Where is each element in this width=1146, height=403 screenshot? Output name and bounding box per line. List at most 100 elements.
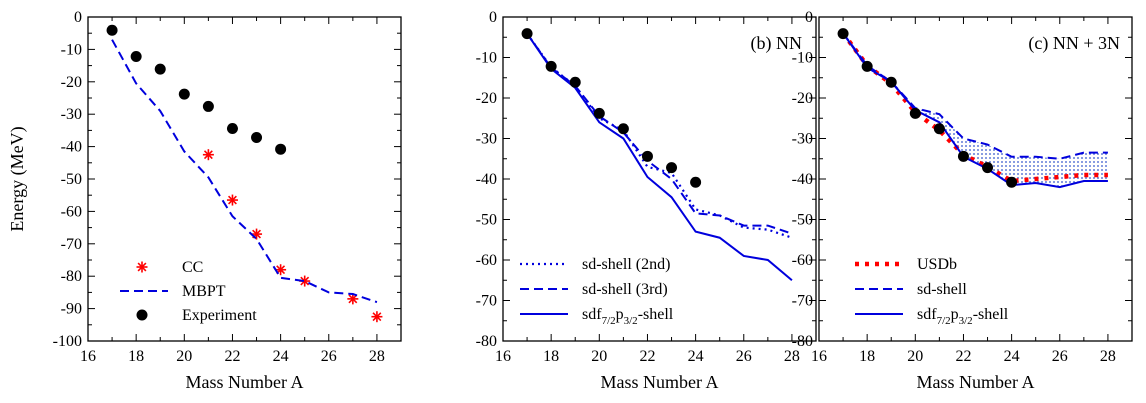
legend-label-part: -shell [973, 306, 1009, 323]
x-tick-label: 22 [955, 348, 971, 365]
x-tick-label: 26 [321, 348, 337, 365]
data-point [154, 63, 166, 75]
legend-label-part: p [951, 306, 959, 323]
x-tick-label: 18 [128, 348, 144, 365]
x-tick-label: 16 [80, 348, 96, 365]
y-tick-label: -20 [476, 90, 497, 107]
x-tick-label: 16 [811, 348, 827, 365]
data-point [933, 123, 945, 135]
y-tick-label: 0 [489, 9, 497, 26]
y-tick-label: -40 [61, 139, 82, 156]
y-tick-label: -80 [61, 268, 82, 285]
legend-label: sdf7/2p3/2-shell [582, 306, 674, 327]
y-tick-label: -100 [53, 333, 82, 350]
legend-entry: USDb [855, 256, 957, 273]
legend-entry: sd-shell (3rd) [520, 281, 668, 298]
data-point [837, 28, 849, 40]
data-point [617, 123, 629, 135]
y-tick-label: -50 [61, 171, 82, 188]
panels: 16 18 20 22 24 26 28 0 -10 -20 -30 -40 -50 -60 -70 -80 -… [7, 9, 1133, 392]
legend-label: sd-shell (2nd) [582, 256, 670, 273]
legend-entry: sd-shell (2nd) [520, 256, 670, 273]
data-point [666, 162, 678, 174]
x-axis-title: Mass Number A [186, 372, 304, 392]
series-sdf7-2p3-2-shell [526, 33, 793, 282]
y-tick-label: -10 [61, 41, 82, 58]
series-line [526, 33, 793, 282]
legend-label: sdf7/2p3/2-shell [917, 306, 1009, 327]
data-point [275, 264, 287, 276]
x-tick-label: 28 [369, 348, 385, 365]
y-tick-label: 0 [805, 9, 813, 26]
legend: USDb sd-shell sdf7/2p3/2-shell [855, 256, 1009, 327]
series-line [526, 32, 793, 239]
legend-label-part: -shell [638, 306, 674, 323]
series-sd-shell-2nd- [526, 32, 793, 239]
panel-label: (b) NN [751, 33, 803, 54]
data-point [545, 60, 557, 72]
legend-entry: sd-shell [855, 281, 967, 298]
data-point [982, 162, 994, 174]
x-tick-label: 20 [176, 348, 192, 365]
legend: CC MBPT Experiment [120, 259, 257, 324]
legend-label: Experiment [182, 307, 257, 324]
data-point [226, 122, 238, 134]
data-point [371, 311, 383, 323]
data-point [202, 149, 214, 161]
y-tick-label: -30 [792, 131, 813, 148]
x-tick-label: 24 [688, 348, 704, 365]
legend-label-part: sdf [582, 306, 602, 323]
data-point [202, 100, 214, 112]
x-tick-label: 22 [224, 348, 240, 365]
series-line [526, 33, 793, 235]
legend-label-part: 7/2 [937, 315, 951, 327]
x-axis-title: Mass Number A [917, 372, 1035, 392]
y-tick-label: -50 [792, 212, 813, 229]
y-tick-label: 0 [74, 9, 82, 26]
y-tick-label: -60 [792, 252, 813, 269]
x-tick-label: 22 [639, 348, 655, 365]
y-tick-label: -70 [792, 293, 813, 310]
data-point [957, 150, 969, 162]
data-point [178, 88, 190, 100]
legend-label: USDb [917, 256, 957, 273]
legend-entry: sdf7/2p3/2-shell [855, 306, 1009, 327]
series-experiment [106, 24, 287, 155]
data-point [130, 51, 142, 63]
series-sd-shell-3rd- [526, 33, 793, 235]
y-tick-label: -80 [792, 333, 813, 350]
legend-label: CC [182, 259, 203, 276]
data-point [226, 194, 238, 206]
y-tick-label: -80 [476, 333, 497, 350]
y-tick-label: -50 [476, 212, 497, 229]
data-point [1006, 176, 1018, 188]
series-line [111, 39, 378, 304]
legend: sd-shell (2nd) sd-shell (3rd) sdf7/2p3/2-s… [520, 256, 674, 327]
legend-label: sd-shell (3rd) [582, 281, 668, 298]
y-tick-label: -60 [476, 252, 497, 269]
chart-panel-2: 16 18 20 22 24 26 28 0 -10 -20 -30 -40 -50 -60 -70 -80 M… [476, 9, 817, 392]
x-tick-label: 18 [859, 348, 875, 365]
data-point [251, 132, 263, 144]
chart-panel-3: 16 18 20 22 24 26 28 0 -10 -20 -30 -40 -50 -60 -70 -80 M… [792, 9, 1133, 392]
shaded-band [915, 108, 1108, 188]
data-point [641, 150, 653, 162]
series-experiment [837, 28, 1018, 188]
x-tick-label: 20 [907, 348, 923, 365]
y-tick-label: -10 [792, 50, 813, 67]
legend-label-part: 3/2 [624, 315, 638, 327]
legend-entry: MBPT [120, 283, 226, 300]
data-point [861, 60, 873, 72]
data-point [593, 107, 605, 119]
legend-entry: CC [136, 259, 203, 276]
plot-frame [87, 16, 402, 342]
data-point [690, 176, 702, 188]
y-tick-label: -70 [476, 293, 497, 310]
data-point [347, 293, 359, 305]
x-tick-label: 26 [1052, 348, 1068, 365]
y-tick-label: -30 [476, 131, 497, 148]
legend-label-part: sdf [917, 306, 937, 323]
series-cc [202, 149, 383, 323]
series-mbpt [111, 39, 378, 304]
